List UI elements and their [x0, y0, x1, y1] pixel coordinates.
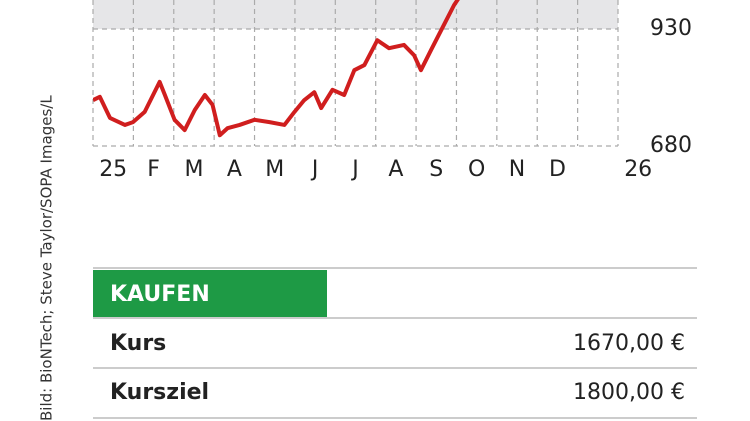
- x-tick-label: J: [350, 157, 359, 182]
- shade-band: [93, 0, 618, 29]
- x-tick-label: A: [227, 157, 242, 182]
- x-tick-label: M: [265, 157, 284, 182]
- x-tick-label: N: [509, 157, 525, 182]
- row-label: Kurs: [110, 331, 166, 356]
- rating-box: [93, 270, 327, 317]
- row-label: Kursziel: [110, 380, 209, 405]
- x-tick-label: S: [429, 157, 443, 182]
- x-tick-label: 26: [624, 157, 652, 182]
- y-tick-label: 930: [650, 16, 692, 41]
- row-value: 1670,00 €: [573, 331, 685, 356]
- rating: KAUFEN: [110, 282, 210, 307]
- x-tick-label: J: [310, 157, 319, 182]
- credit: Bild: BioNTech; Steve Taylor/SOPA Images…: [38, 95, 56, 421]
- x-tick-label: 25: [99, 157, 127, 182]
- x-tick-label: F: [147, 157, 160, 182]
- row-value: 1800,00 €: [573, 380, 685, 405]
- x-tick-label: O: [468, 157, 485, 182]
- price-line: [93, 0, 460, 138]
- y-tick-label: 680: [650, 133, 692, 158]
- x-tick-label: D: [549, 157, 566, 182]
- x-tick-label: A: [388, 157, 403, 182]
- x-tick-label: M: [184, 157, 203, 182]
